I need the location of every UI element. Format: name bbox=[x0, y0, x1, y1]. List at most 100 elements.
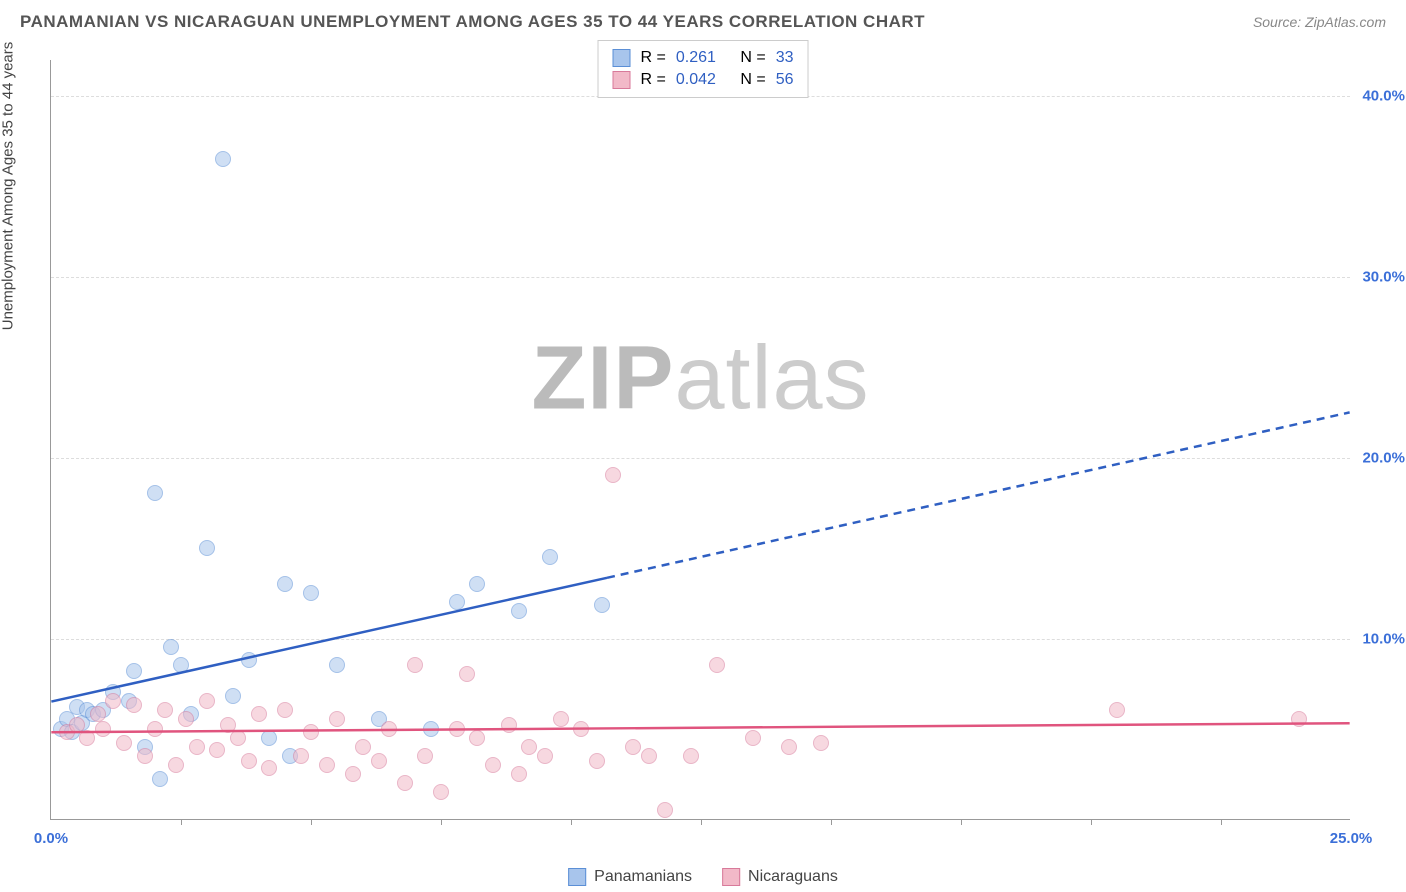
r-value-1: 0.042 bbox=[676, 71, 716, 89]
data-point bbox=[449, 721, 465, 737]
chart-title: PANAMANIAN VS NICARAGUAN UNEMPLOYMENT AM… bbox=[20, 12, 925, 32]
xtick-mark bbox=[831, 819, 832, 825]
chart-container: Unemployment Among Ages 35 to 44 years R… bbox=[0, 40, 1406, 892]
data-point bbox=[449, 594, 465, 610]
xtick-mark bbox=[1221, 819, 1222, 825]
data-point bbox=[589, 753, 605, 769]
xtick-mark bbox=[441, 819, 442, 825]
n-label: N = bbox=[740, 71, 765, 89]
correlation-legend: R = 0.261 N = 33 R = 0.042 N = 56 bbox=[598, 40, 809, 98]
data-point bbox=[469, 576, 485, 592]
legend-row-nicaraguans: R = 0.042 N = 56 bbox=[613, 69, 794, 91]
xtick-mark bbox=[1091, 819, 1092, 825]
ytick-label: 20.0% bbox=[1362, 450, 1405, 467]
data-point bbox=[277, 576, 293, 592]
data-point bbox=[381, 721, 397, 737]
data-point bbox=[168, 757, 184, 773]
xtick-mark bbox=[961, 819, 962, 825]
data-point bbox=[553, 711, 569, 727]
xtick-mark bbox=[571, 819, 572, 825]
data-point bbox=[657, 802, 673, 818]
chart-source: Source: ZipAtlas.com bbox=[1253, 14, 1386, 30]
data-point bbox=[709, 657, 725, 673]
legend-label-nicaraguans: Nicaraguans bbox=[748, 868, 838, 886]
data-point bbox=[329, 711, 345, 727]
legend-item-nicaraguans: Nicaraguans bbox=[722, 868, 838, 886]
data-point bbox=[303, 724, 319, 740]
data-point bbox=[329, 657, 345, 673]
data-point bbox=[781, 739, 797, 755]
data-point bbox=[230, 730, 246, 746]
legend-item-panamanians: Panamanians bbox=[568, 868, 692, 886]
data-point bbox=[319, 757, 335, 773]
data-point bbox=[163, 639, 179, 655]
data-point bbox=[126, 697, 142, 713]
data-point bbox=[79, 730, 95, 746]
trend-lines bbox=[51, 60, 1350, 819]
data-point bbox=[225, 688, 241, 704]
r-value-0: 0.261 bbox=[676, 49, 716, 67]
swatch-nicaraguans-icon bbox=[722, 868, 740, 886]
data-point bbox=[537, 748, 553, 764]
data-point bbox=[189, 739, 205, 755]
data-point bbox=[116, 735, 132, 751]
data-point bbox=[485, 757, 501, 773]
data-point bbox=[417, 748, 433, 764]
swatch-panamanians-icon bbox=[568, 868, 586, 886]
gridline bbox=[51, 639, 1350, 640]
data-point bbox=[345, 766, 361, 782]
data-point bbox=[641, 748, 657, 764]
ytick-label: 40.0% bbox=[1362, 88, 1405, 105]
n-value-0: 33 bbox=[776, 49, 794, 67]
data-point bbox=[215, 151, 231, 167]
xtick-label: 0.0% bbox=[34, 830, 68, 847]
data-point bbox=[147, 485, 163, 501]
data-point bbox=[433, 784, 449, 800]
data-point bbox=[105, 693, 121, 709]
data-point bbox=[126, 663, 142, 679]
data-point bbox=[397, 775, 413, 791]
data-point bbox=[511, 603, 527, 619]
data-point bbox=[277, 702, 293, 718]
data-point bbox=[241, 652, 257, 668]
data-point bbox=[147, 721, 163, 737]
data-point bbox=[241, 753, 257, 769]
data-point bbox=[594, 597, 610, 613]
data-point bbox=[199, 693, 215, 709]
watermark: ZIPatlas bbox=[531, 327, 869, 430]
data-point bbox=[199, 540, 215, 556]
data-point bbox=[303, 585, 319, 601]
data-point bbox=[95, 721, 111, 737]
xtick-mark bbox=[181, 819, 182, 825]
data-point bbox=[542, 549, 558, 565]
data-point bbox=[683, 748, 699, 764]
plot-area: ZIPatlas 10.0%20.0%30.0%40.0%0.0%25.0% bbox=[50, 60, 1350, 820]
data-point bbox=[157, 702, 173, 718]
xtick-label: 25.0% bbox=[1330, 830, 1373, 847]
gridline bbox=[51, 277, 1350, 278]
xtick-mark bbox=[311, 819, 312, 825]
data-point bbox=[371, 753, 387, 769]
data-point bbox=[1109, 702, 1125, 718]
yaxis-label: Unemployment Among Ages 35 to 44 years bbox=[0, 42, 17, 331]
data-point bbox=[423, 721, 439, 737]
gridline bbox=[51, 458, 1350, 459]
data-point bbox=[573, 721, 589, 737]
data-point bbox=[459, 666, 475, 682]
data-point bbox=[407, 657, 423, 673]
legend-row-panamanians: R = 0.261 N = 33 bbox=[613, 47, 794, 69]
data-point bbox=[261, 730, 277, 746]
data-point bbox=[625, 739, 641, 755]
data-point bbox=[251, 706, 267, 722]
legend-label-panamanians: Panamanians bbox=[594, 868, 692, 886]
ytick-label: 30.0% bbox=[1362, 269, 1405, 286]
swatch-panamanians bbox=[613, 49, 631, 67]
data-point bbox=[178, 711, 194, 727]
data-point bbox=[209, 742, 225, 758]
data-point bbox=[137, 748, 153, 764]
data-point bbox=[1291, 711, 1307, 727]
data-point bbox=[469, 730, 485, 746]
xtick-mark bbox=[701, 819, 702, 825]
data-point bbox=[511, 766, 527, 782]
data-point bbox=[605, 467, 621, 483]
